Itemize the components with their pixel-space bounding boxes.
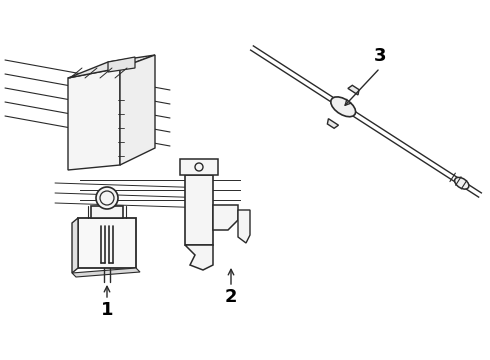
Polygon shape <box>78 218 136 268</box>
Polygon shape <box>185 175 213 245</box>
Text: 1: 1 <box>101 301 113 319</box>
Polygon shape <box>348 85 359 95</box>
Polygon shape <box>72 268 140 277</box>
Polygon shape <box>108 57 135 72</box>
Text: 2: 2 <box>225 288 237 306</box>
Polygon shape <box>185 245 213 270</box>
Text: 3: 3 <box>374 47 386 65</box>
Circle shape <box>96 187 118 209</box>
Polygon shape <box>327 119 339 128</box>
Polygon shape <box>68 55 155 78</box>
Polygon shape <box>72 218 78 273</box>
Polygon shape <box>120 55 155 165</box>
Polygon shape <box>91 206 123 218</box>
Polygon shape <box>238 210 250 243</box>
Polygon shape <box>331 97 356 117</box>
Polygon shape <box>213 205 238 230</box>
Polygon shape <box>455 177 469 189</box>
Polygon shape <box>180 159 218 175</box>
Polygon shape <box>68 68 120 170</box>
